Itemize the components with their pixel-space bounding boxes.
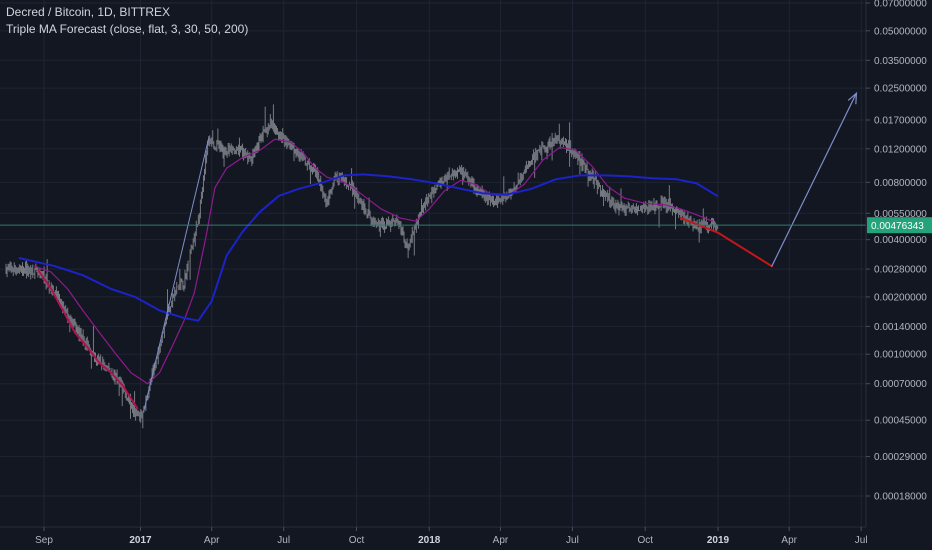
grid xyxy=(0,0,866,527)
price-tick-label: 0.00140000 xyxy=(874,322,927,333)
forecast-arrowhead xyxy=(847,91,858,105)
time-tick-label: Sep xyxy=(35,535,53,546)
ma-mid-line xyxy=(33,138,714,385)
time-tick-label: Jul xyxy=(566,535,579,546)
time-tick-label: Apr xyxy=(493,535,509,546)
time-tick-label: Apr xyxy=(204,535,220,546)
price-tick-label: 0.00280000 xyxy=(874,265,927,276)
time-tick-label: Oct xyxy=(637,535,653,546)
current-price-marker: 0.00476343 xyxy=(0,217,932,234)
price-tick-label: 0.01700000 xyxy=(874,116,927,127)
price-tick-label: 0.00029000 xyxy=(874,452,927,463)
ma-fast-line xyxy=(37,269,139,410)
forecast-red-line xyxy=(679,216,773,268)
price-tick-label: 0.03500000 xyxy=(874,56,927,67)
price-tick-label: 0.00550000 xyxy=(874,209,927,220)
moving-average-lines xyxy=(18,91,858,412)
time-tick-label: Jul xyxy=(855,535,868,546)
time-tick-label: 2018 xyxy=(418,535,441,546)
time-tick-label: Jul xyxy=(277,535,290,546)
ma-slow-line xyxy=(18,173,719,322)
price-tick-label: 0.05000000 xyxy=(874,26,927,37)
time-tick-label: Oct xyxy=(349,535,365,546)
current-price-label: 0.00476343 xyxy=(871,221,924,232)
price-axis[interactable]: 0.07000000 0.05000000 0.03500000 0.02500000… xyxy=(865,0,927,527)
price-tick-label: 0.01200000 xyxy=(874,144,927,155)
price-tick-label: 0.00100000 xyxy=(874,350,927,361)
indicator-title[interactable]: Triple MA Forecast (close, flat, 3, 30, … xyxy=(6,22,249,36)
time-tick-label: 2017 xyxy=(129,535,152,546)
price-tick-label: 0.00800000 xyxy=(874,178,927,189)
current-price-badge xyxy=(867,217,932,234)
price-tick-label: 0.00018000 xyxy=(874,492,927,503)
time-tick-label: 2019 xyxy=(707,535,730,546)
symbol-title[interactable]: Decred / Bitcoin, 1D, BITTREX xyxy=(6,5,171,19)
price-candles xyxy=(5,104,719,429)
rise-line-line xyxy=(143,138,209,412)
price-tick-label: 0.00200000 xyxy=(874,292,927,303)
forecast-up-line xyxy=(771,92,857,267)
chart-legend: Decred / Bitcoin, 1D, BITTREX Triple MA … xyxy=(6,4,248,38)
price-tick-label: 0.02500000 xyxy=(874,84,927,95)
price-tick-label: 0.00400000 xyxy=(874,235,927,246)
price-tick-label: 0.00070000 xyxy=(874,379,927,390)
price-tick-label: 0.00045000 xyxy=(874,416,927,427)
time-tick-label: Apr xyxy=(781,535,797,546)
time-axis[interactable]: Sep 2017 Apr Jul Oct 2018 Apr Jul Oct 2019 Apr Jul xyxy=(0,526,868,546)
price-tick-label: 0.07000000 xyxy=(874,0,927,10)
